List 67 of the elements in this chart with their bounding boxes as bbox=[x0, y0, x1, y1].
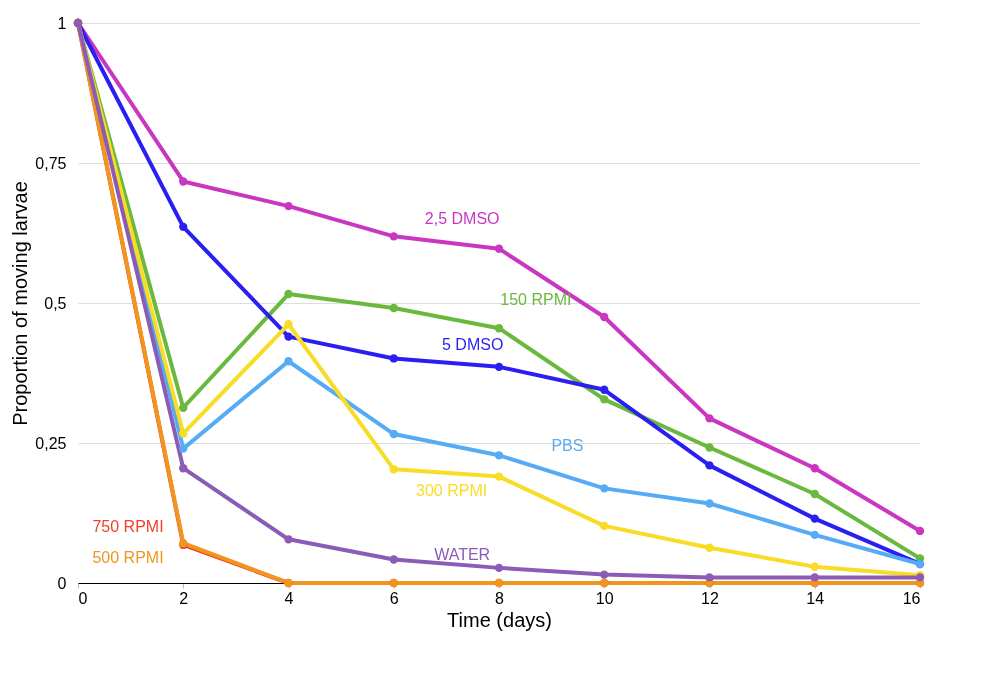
x-tick-label: 10 bbox=[595, 589, 614, 607]
point bbox=[600, 521, 609, 531]
x-tick-label: 6 bbox=[389, 589, 399, 607]
point bbox=[810, 530, 819, 540]
point bbox=[284, 289, 293, 299]
series-label: PBS bbox=[551, 436, 584, 454]
point bbox=[494, 244, 504, 253]
point bbox=[179, 464, 188, 473]
point bbox=[705, 461, 714, 470]
point bbox=[389, 429, 398, 439]
point bbox=[284, 332, 293, 341]
point bbox=[389, 303, 398, 313]
y-tick-label: 0,25 bbox=[35, 434, 67, 452]
point bbox=[284, 201, 293, 211]
point bbox=[600, 484, 609, 493]
y-tick-label: 1 bbox=[57, 14, 67, 32]
point bbox=[284, 357, 293, 366]
point bbox=[810, 514, 819, 523]
point bbox=[389, 465, 398, 474]
point bbox=[494, 324, 504, 333]
point bbox=[705, 414, 714, 423]
point bbox=[389, 232, 398, 241]
point bbox=[179, 403, 188, 412]
y-tick-label: 0,5 bbox=[44, 294, 67, 312]
point bbox=[284, 320, 293, 329]
series-label: 5 DMSO bbox=[442, 336, 504, 353]
point bbox=[494, 563, 504, 573]
series-label: 300 RPMI bbox=[416, 481, 488, 499]
point bbox=[810, 573, 819, 582]
point bbox=[494, 451, 504, 460]
point bbox=[810, 464, 819, 473]
y-tick-label: 0,75 bbox=[35, 154, 67, 172]
point bbox=[389, 354, 398, 363]
point bbox=[705, 543, 714, 552]
x-tick-label: 16 bbox=[902, 589, 921, 607]
x-tick-label: 4 bbox=[284, 589, 294, 607]
point bbox=[705, 443, 714, 452]
point bbox=[179, 429, 188, 438]
series-label: 500 RPMI bbox=[92, 548, 164, 566]
point bbox=[705, 499, 714, 508]
series-label: WATER bbox=[434, 546, 491, 563]
y-axis-title: Proportion of moving larvae bbox=[9, 181, 32, 426]
point bbox=[915, 526, 925, 536]
point bbox=[179, 177, 188, 186]
point bbox=[810, 489, 819, 499]
point bbox=[179, 444, 188, 453]
series-label: 750 RPMI bbox=[92, 518, 164, 535]
x-axis-title: Time (days) bbox=[447, 608, 552, 631]
x-tick-label: 2 bbox=[179, 589, 189, 607]
point bbox=[389, 555, 398, 564]
point bbox=[600, 395, 609, 404]
x-tick-label: 14 bbox=[806, 589, 825, 607]
point bbox=[600, 570, 609, 579]
point bbox=[494, 362, 504, 372]
point bbox=[179, 222, 188, 232]
point bbox=[705, 573, 714, 582]
series-label: 150 RPMI bbox=[500, 291, 572, 309]
point bbox=[494, 472, 504, 481]
x-tick-label: 12 bbox=[701, 589, 719, 607]
point bbox=[810, 562, 819, 571]
point bbox=[600, 312, 609, 322]
x-tick-label: 0 bbox=[78, 589, 88, 607]
y-tick-label: 0 bbox=[57, 574, 67, 592]
point bbox=[600, 385, 609, 394]
point bbox=[284, 535, 293, 544]
series-label: 2,5 DMSO bbox=[424, 210, 500, 227]
x-tick-label: 8 bbox=[495, 589, 505, 607]
